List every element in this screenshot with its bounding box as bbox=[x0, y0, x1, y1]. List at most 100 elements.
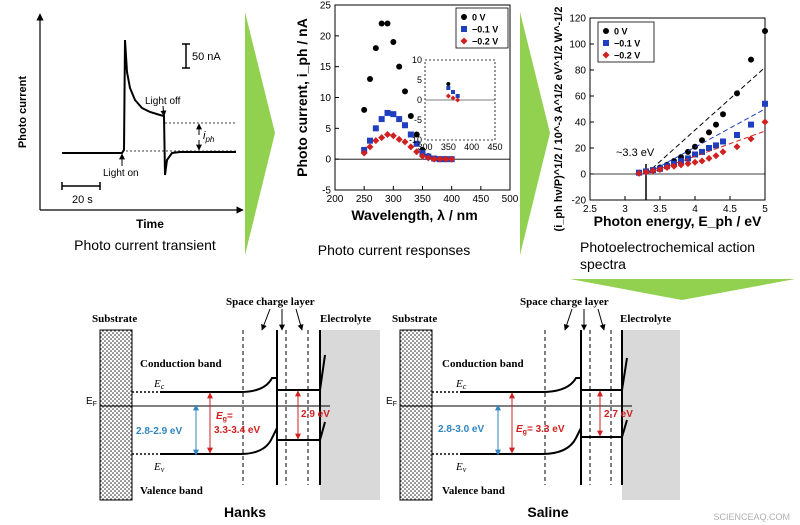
y-tick-label: 100 bbox=[569, 40, 586, 51]
data-point bbox=[699, 137, 705, 144]
data-point bbox=[389, 132, 397, 140]
x-tick-label: 400 bbox=[443, 194, 460, 205]
data-point bbox=[396, 63, 403, 70]
electrolyte-label: Electrolyte bbox=[620, 313, 671, 325]
light-off-arrow bbox=[160, 105, 167, 117]
ef-label: EF bbox=[86, 396, 97, 408]
data-point bbox=[384, 131, 391, 138]
green-arrow-1 bbox=[245, 12, 275, 255]
y-tick-label: 10 bbox=[320, 93, 332, 104]
inset-data-point bbox=[450, 95, 456, 101]
data-point bbox=[705, 154, 713, 162]
data-point bbox=[663, 164, 671, 171]
data-point bbox=[713, 142, 719, 149]
responses-caption: Photo current responses bbox=[318, 242, 471, 258]
conduction-band-line bbox=[160, 377, 277, 393]
y-tick-label: 120 bbox=[569, 14, 586, 25]
eg-label: Eg= 3.3 eV bbox=[516, 424, 565, 436]
data-point bbox=[384, 20, 391, 27]
inset-data-point bbox=[451, 90, 455, 94]
x-tick-label: 200 bbox=[327, 194, 344, 205]
inset-data-point bbox=[445, 93, 451, 99]
green-arrow-2 bbox=[520, 12, 550, 255]
data-point bbox=[762, 28, 768, 34]
data-point bbox=[712, 152, 720, 160]
data-point bbox=[733, 143, 741, 151]
data-point bbox=[407, 143, 415, 151]
x-tick-label: 250 bbox=[356, 194, 373, 205]
transient-panel: Photo current Time Photo current transie… bbox=[17, 13, 244, 253]
data-point bbox=[419, 152, 426, 160]
data-point bbox=[670, 162, 678, 170]
data-point bbox=[677, 161, 685, 169]
data-point bbox=[366, 143, 374, 151]
data-point bbox=[424, 154, 432, 162]
y-axis-label: (i_ph hν/P)^1/2 / 10^-3 A^1/2 eV^1/2 W^-… bbox=[553, 7, 565, 232]
inset-y-tick-label: 0 bbox=[417, 95, 422, 105]
inset-x-tick-label: 300 bbox=[417, 142, 432, 152]
data-point bbox=[378, 20, 385, 27]
data-point bbox=[747, 135, 755, 143]
data-point bbox=[678, 158, 684, 164]
x-tick-label: 450 bbox=[472, 194, 489, 205]
data-point bbox=[761, 118, 769, 126]
data-point bbox=[402, 88, 408, 95]
ev-label: Ev bbox=[153, 461, 165, 474]
data-point bbox=[706, 145, 712, 151]
data-point bbox=[413, 131, 420, 138]
legend-label: −0.2 V bbox=[472, 37, 498, 47]
legend-label: −0.2 V bbox=[614, 51, 640, 61]
action-spectra-chart: 2.5 3 3.5 4 4.5 5 -20 0 20 40 60 80 100 120 Photon ene… bbox=[553, 7, 769, 232]
band-diagram-hanks: Substrate Space charge layer Electrolyte… bbox=[86, 296, 380, 520]
substrate-hatch bbox=[99, 329, 133, 501]
inset-x-tick-label: 350 bbox=[441, 142, 456, 152]
light-off-label: Light off bbox=[145, 96, 181, 107]
y-tick-label: 25 bbox=[320, 1, 332, 12]
data-point bbox=[367, 76, 373, 82]
y-tick-label: -20 bbox=[572, 196, 587, 207]
data-point bbox=[649, 167, 657, 175]
transient-xlabel: Time bbox=[136, 217, 164, 231]
data-point bbox=[698, 157, 706, 165]
data-point bbox=[642, 168, 650, 176]
legend-marker bbox=[603, 28, 609, 34]
data-point bbox=[748, 121, 754, 128]
data-point bbox=[378, 116, 385, 123]
legend-marker bbox=[603, 40, 609, 46]
data-point bbox=[748, 56, 754, 63]
valence-label: Valence band bbox=[140, 485, 203, 497]
saline-title: Saline bbox=[527, 504, 568, 520]
inset-y-tick-label: 5 bbox=[417, 75, 422, 85]
y-tick-label: 20 bbox=[320, 31, 332, 42]
substrate-label: Substrate bbox=[392, 313, 437, 325]
legend-marker bbox=[461, 14, 467, 20]
gap-left-label: 2.8-3.0 eV bbox=[438, 424, 484, 435]
inset-data-point bbox=[455, 94, 460, 98]
electrolyte-label: Electrolyte bbox=[320, 313, 371, 325]
data-point bbox=[407, 113, 414, 119]
data-point bbox=[372, 125, 379, 132]
data-point bbox=[407, 131, 414, 138]
electrolyte-region bbox=[622, 330, 680, 500]
data-point bbox=[390, 111, 397, 118]
data-point bbox=[442, 155, 450, 163]
data-point bbox=[367, 137, 373, 144]
legend-marker bbox=[602, 51, 610, 59]
inset-x-tick-label: 450 bbox=[487, 142, 502, 152]
gap-right-label: 2.7 eV bbox=[604, 409, 633, 420]
electrolyte-region bbox=[320, 330, 380, 500]
y-tick-label: 40 bbox=[575, 118, 587, 129]
inset-data-point bbox=[446, 82, 451, 86]
data-point bbox=[395, 135, 403, 143]
space-charge-label: Space charge layer bbox=[226, 296, 315, 308]
y-tick-label: 60 bbox=[575, 92, 587, 103]
y-tick-label: 15 bbox=[320, 62, 332, 73]
iph-label: iph bbox=[203, 130, 215, 144]
data-point bbox=[656, 165, 664, 173]
conduction-band-line bbox=[460, 377, 581, 393]
y-tick-label: 0 bbox=[325, 155, 331, 166]
valence-label: Valence band bbox=[442, 485, 505, 497]
data-point bbox=[436, 155, 444, 163]
inset-y-tick-label: -10 bbox=[409, 135, 422, 145]
legend-label: 0 V bbox=[472, 13, 486, 23]
